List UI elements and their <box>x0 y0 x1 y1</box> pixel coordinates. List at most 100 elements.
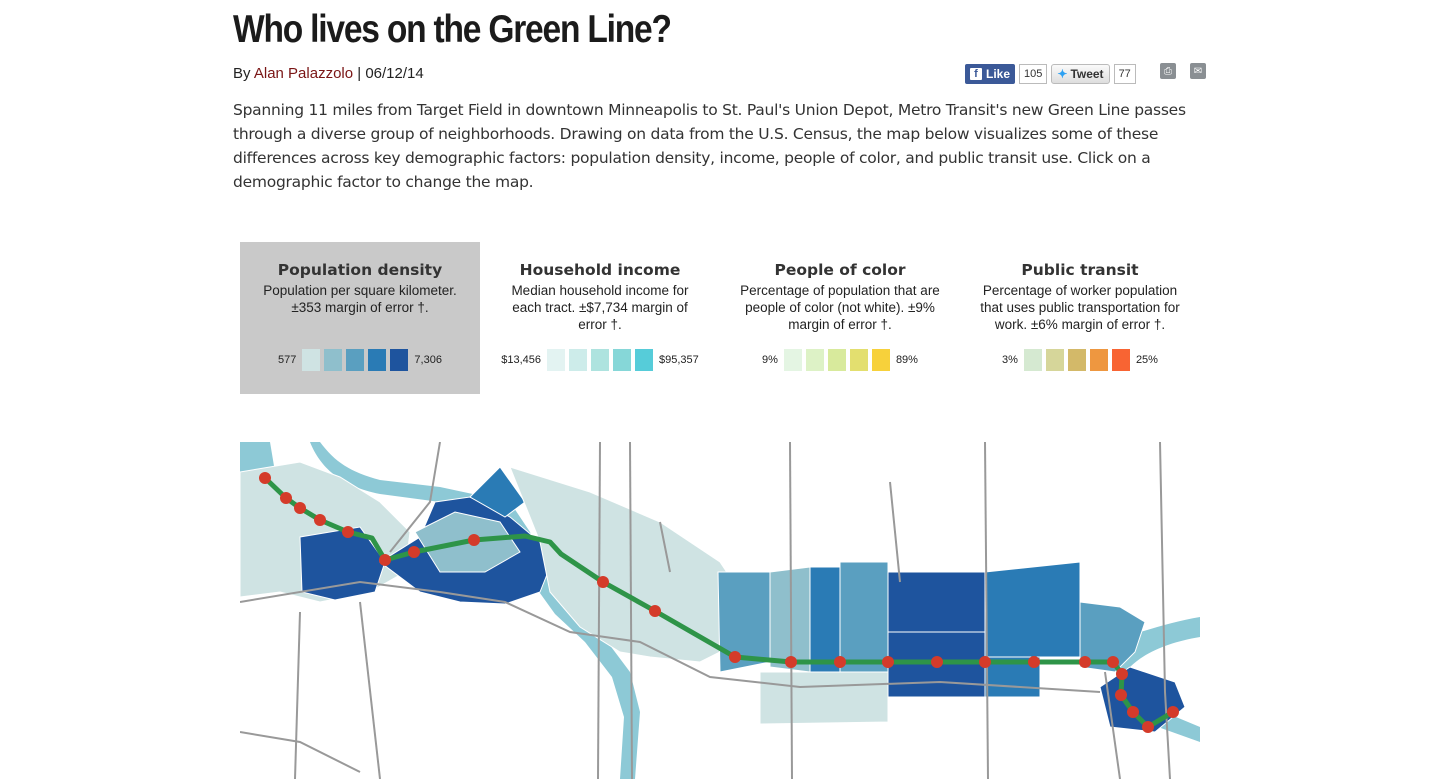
station-marker[interactable] <box>280 492 292 504</box>
legend-high: 7,306 <box>414 354 442 366</box>
legend-swatch <box>1045 349 1064 371</box>
intro-paragraph: Spanning 11 miles from Target Field in d… <box>233 101 1186 191</box>
factor-description: Median household income for each tract. … <box>511 283 689 332</box>
road <box>789 442 793 779</box>
green-line-map[interactable] <box>240 442 1200 779</box>
print-icon[interactable]: ⎙ <box>1160 63 1176 79</box>
factor-description: Percentage of worker population that use… <box>980 283 1180 332</box>
tweet-count: 77 <box>1113 64 1136 84</box>
station-marker[interactable] <box>1028 656 1040 668</box>
legend-low: $13,456 <box>501 354 541 366</box>
factor-tab-public-transit[interactable]: Public transit Percentage of worker popul… <box>960 242 1200 394</box>
road <box>359 601 381 779</box>
legend-high: 25% <box>1135 354 1158 366</box>
legend-swatch <box>871 349 890 371</box>
byline: By Alan Palazzolo | 06/12/14 <box>233 65 424 82</box>
author-link[interactable]: Alan Palazzolo <box>253 65 354 82</box>
legend-swatch <box>827 349 846 371</box>
legend-low: 3% <box>1002 354 1018 366</box>
station-marker[interactable] <box>294 502 306 514</box>
station-marker[interactable] <box>1116 668 1128 680</box>
station-marker[interactable] <box>597 576 609 588</box>
legend-low: 577 <box>278 354 297 366</box>
station-marker[interactable] <box>1167 706 1179 718</box>
factor-title: Household income <box>519 261 681 279</box>
station-marker[interactable] <box>882 656 894 668</box>
road <box>984 442 989 779</box>
road <box>659 521 671 573</box>
tract-j <box>759 671 889 725</box>
color-legend: 3% 25% <box>960 349 1200 371</box>
legend-swatch <box>613 349 631 371</box>
legend-high: $95,357 <box>659 354 699 366</box>
like-label: Like <box>986 67 1011 81</box>
station-marker[interactable] <box>1115 689 1127 701</box>
station-marker[interactable] <box>834 656 846 668</box>
tract-c <box>809 566 841 673</box>
station-marker[interactable] <box>1142 721 1154 733</box>
legend-swatch <box>390 349 409 371</box>
station-marker[interactable] <box>408 546 420 558</box>
station-marker[interactable] <box>314 514 326 526</box>
date-separator: | <box>353 65 366 82</box>
tweet-label: Tweet <box>1070 67 1104 81</box>
legend-swatch <box>591 349 609 371</box>
roads <box>240 442 1171 779</box>
legend-swatch <box>783 349 802 371</box>
page-title: Who lives on the Green Line? <box>233 8 672 51</box>
publish-date: 06/12/14 <box>365 65 424 82</box>
factor-tab-people-of-color[interactable]: People of color Percentage of population … <box>720 242 960 394</box>
twitter-bird-icon: ✦ <box>1057 67 1068 81</box>
email-icon[interactable]: ✉ <box>1190 63 1206 79</box>
tract-d <box>839 561 889 673</box>
legend-swatch <box>1067 349 1086 371</box>
tract-g <box>984 561 1081 658</box>
factor-tab-household-income[interactable]: Household income Median household income … <box>480 242 720 394</box>
map-svg <box>240 442 1200 779</box>
legend-high: 89% <box>895 354 918 366</box>
tract-e <box>887 571 986 633</box>
factor-title: Population density <box>277 261 443 279</box>
station-marker[interactable] <box>259 472 271 484</box>
legend-swatch <box>1023 349 1042 371</box>
road <box>629 442 633 779</box>
tweet-button[interactable]: ✦ Tweet <box>1051 64 1110 84</box>
factor-tabs: Population density Population per square … <box>240 242 1200 394</box>
road <box>597 442 601 779</box>
road <box>1104 671 1121 779</box>
station-marker[interactable] <box>729 651 741 663</box>
legend-swatch <box>1089 349 1108 371</box>
factor-description: Percentage of population that are people… <box>740 283 940 332</box>
road <box>240 580 1101 693</box>
factor-description: Population per square kilometer. ±353 ma… <box>263 283 457 315</box>
social-buttons: f Like 105 ✦ Tweet 77 <box>965 63 1136 85</box>
like-count: 105 <box>1019 64 1048 84</box>
factor-tab-population-density[interactable]: Population density Population per square … <box>240 242 480 394</box>
legend-swatch <box>346 349 365 371</box>
station-marker[interactable] <box>931 656 943 668</box>
legend-swatch <box>849 349 868 371</box>
tract-i <box>1079 601 1146 673</box>
station-marker[interactable] <box>979 656 991 668</box>
stations <box>259 472 1179 733</box>
color-legend: $13,456 $95,357 <box>480 349 720 371</box>
station-marker[interactable] <box>342 526 354 538</box>
intro-text: Spanning 11 miles from Target Field in d… <box>233 98 1213 194</box>
legend-swatch <box>805 349 824 371</box>
factor-title: Public transit <box>1021 261 1139 279</box>
legend-swatch <box>569 349 587 371</box>
legend-low: 9% <box>762 354 778 366</box>
station-marker[interactable] <box>468 534 480 546</box>
station-marker[interactable] <box>649 605 661 617</box>
road <box>240 731 361 773</box>
facebook-icon: f <box>970 68 982 80</box>
factor-title: People of color <box>774 261 906 279</box>
station-marker[interactable] <box>1079 656 1091 668</box>
station-marker[interactable] <box>1107 656 1119 668</box>
station-marker[interactable] <box>379 554 391 566</box>
color-legend: 9% 89% <box>720 349 960 371</box>
station-marker[interactable] <box>785 656 797 668</box>
facebook-like-button[interactable]: f Like <box>965 64 1016 84</box>
station-marker[interactable] <box>1127 706 1139 718</box>
byline-prefix: By <box>233 65 251 82</box>
